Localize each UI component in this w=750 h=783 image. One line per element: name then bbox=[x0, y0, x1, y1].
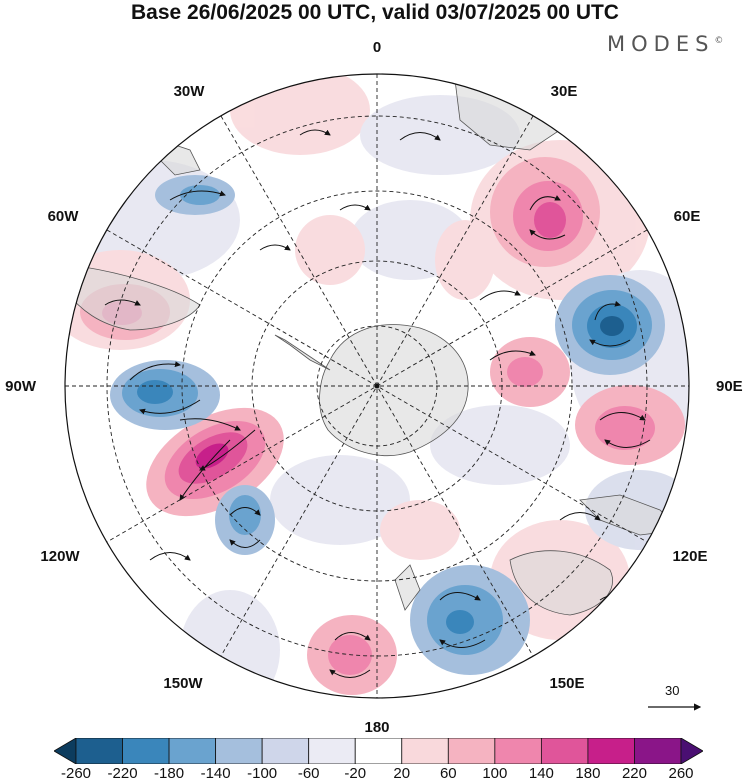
colorbar-bin bbox=[261, 738, 310, 764]
colorbar-bin bbox=[540, 738, 589, 764]
wind-arrow bbox=[329, 669, 371, 678]
wind-arrow bbox=[599, 412, 646, 421]
colorbar-bin bbox=[447, 738, 496, 764]
modes-logo: MODES© bbox=[607, 32, 723, 56]
anomaly-neg-40W bbox=[155, 175, 235, 215]
wind-arrow bbox=[259, 244, 291, 251]
wind-arrow bbox=[589, 339, 631, 347]
brand-copyright-mark: © bbox=[714, 36, 724, 46]
anomaly-neg-130W bbox=[215, 485, 275, 555]
south-pole-marker bbox=[374, 383, 380, 389]
lon-label-30w: 30W bbox=[174, 83, 206, 100]
wind-arrow bbox=[339, 204, 371, 211]
colorbar-bin bbox=[75, 738, 123, 764]
anomaly-pos-100E bbox=[575, 385, 685, 465]
colorbar-bin bbox=[215, 738, 263, 764]
weak-positive-area bbox=[435, 220, 495, 300]
colorbar-bin bbox=[401, 738, 449, 764]
colorbar-tick-label: -60 bbox=[297, 765, 320, 782]
wind-arrow bbox=[439, 592, 481, 601]
colorbar-tick-label: -100 bbox=[247, 765, 278, 782]
wind-arrow bbox=[199, 429, 256, 471]
lon-label-0: 0 bbox=[373, 39, 381, 56]
lon-label-150w: 150W bbox=[163, 675, 203, 692]
colorbar-bin bbox=[122, 738, 170, 764]
colorbar-tick-label: -20 bbox=[344, 765, 367, 782]
colorbar-tick-label: 260 bbox=[668, 765, 694, 782]
wind-arrow bbox=[594, 300, 621, 321]
wind-arrow bbox=[439, 639, 486, 648]
colorbar bbox=[54, 738, 703, 764]
reference-vector-label: 30 bbox=[665, 683, 680, 698]
colorbar-tick-label: 60 bbox=[439, 765, 457, 782]
lon-label-60w: 60W bbox=[48, 208, 80, 225]
wind-arrow bbox=[334, 632, 371, 641]
colorbar-tick-label: -220 bbox=[107, 765, 138, 782]
lon-label-180: 180 bbox=[364, 719, 389, 735]
wind-arrow bbox=[529, 195, 561, 211]
weak-negative-area bbox=[180, 590, 280, 698]
weak-positive-area bbox=[295, 215, 365, 285]
colorbar-labels: -260 -220 -180 -140 -100 -60 -20 20 60 100 140 180 2… bbox=[0, 765, 750, 783]
antarctica bbox=[319, 324, 469, 456]
polar-stereographic-map: 0 30E 60E 90E 120E 150E 180 150W 120W 90… bbox=[5, 39, 743, 735]
wind-arrow bbox=[149, 552, 191, 561]
lon-label-60e: 60E bbox=[674, 208, 701, 225]
wind-arrow bbox=[529, 229, 566, 240]
map-boundary bbox=[64, 73, 690, 699]
anomaly-pos-90E bbox=[490, 337, 570, 407]
land-masses bbox=[65, 79, 681, 616]
lon-label-90e: 90E bbox=[716, 378, 743, 395]
lon-label-120e: 120E bbox=[672, 548, 707, 565]
anomaly-neg-70E bbox=[555, 275, 665, 375]
colorbar-bin bbox=[587, 738, 635, 764]
weak-positive-area bbox=[230, 74, 370, 155]
lon-label-150e: 150E bbox=[549, 675, 584, 692]
colorbar-tick-label: 20 bbox=[393, 765, 411, 782]
wind-arrow bbox=[479, 290, 521, 301]
new-zealand bbox=[394, 564, 421, 611]
wind-arrow bbox=[139, 399, 201, 415]
colorbar-tick-label: -140 bbox=[200, 765, 231, 782]
wind-arrow bbox=[229, 539, 261, 548]
lon-label-90w: 90W bbox=[5, 378, 37, 395]
anomaly-pos-60E bbox=[490, 157, 600, 267]
colorbar-bin bbox=[308, 738, 356, 764]
colorbar-extend-high bbox=[680, 738, 703, 764]
wind-arrow bbox=[604, 439, 651, 448]
weak-positive-area bbox=[380, 500, 460, 560]
wind-arrow bbox=[129, 361, 181, 381]
lon-label-120w: 120W bbox=[40, 548, 80, 565]
lon-label-30e: 30E bbox=[551, 83, 578, 100]
colorbar-tick-label: -180 bbox=[154, 765, 185, 782]
wind-arrow bbox=[399, 132, 441, 141]
wind-arrow bbox=[179, 418, 241, 431]
map-title: Base 26/06/2025 00 UTC, valid 03/07/2025… bbox=[131, 1, 619, 24]
antarctic-peninsula bbox=[274, 334, 331, 371]
colorbar-tick-label: 180 bbox=[575, 765, 601, 782]
weak-negative-area bbox=[270, 455, 410, 545]
colorbar-tick-label: 140 bbox=[528, 765, 554, 782]
colorbar-bin bbox=[354, 738, 403, 764]
colorbar-tick-label: 100 bbox=[482, 765, 508, 782]
colorbar-bin bbox=[634, 738, 682, 764]
anomaly-neg-150E bbox=[410, 565, 530, 675]
wind-arrow bbox=[489, 350, 536, 361]
colorbar-tick-label: -260 bbox=[60, 765, 92, 782]
map-disk bbox=[65, 74, 689, 698]
wind-arrow bbox=[104, 299, 141, 306]
wind-arrow bbox=[299, 129, 331, 136]
colorbar-bin bbox=[494, 738, 542, 764]
brand-name: MODES bbox=[607, 32, 715, 56]
wind-arrow bbox=[229, 507, 261, 516]
wind-arrow bbox=[559, 512, 601, 521]
wind-arrow bbox=[169, 190, 226, 201]
longitude-labels: 0 30E 60E 90E 120E 150E 180 150W 120W 90… bbox=[5, 39, 743, 735]
colorbar-extend-low bbox=[54, 738, 77, 764]
weak-negative-area bbox=[430, 405, 570, 485]
colorbar-tick-label: 220 bbox=[621, 765, 647, 782]
colorbar-bin bbox=[168, 738, 217, 764]
south-america bbox=[65, 264, 201, 331]
